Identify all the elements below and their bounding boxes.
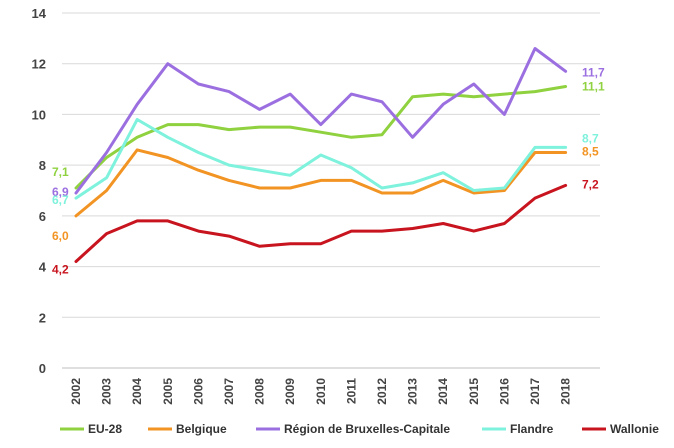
start-value-label: 7,1 (52, 165, 69, 179)
y-tick-label: 8 (39, 158, 46, 173)
series-lines (74, 47, 568, 263)
series-line-2 (74, 47, 568, 195)
x-tick-label: 2010 (314, 378, 328, 405)
x-tick-label: 2015 (467, 378, 481, 405)
legend-entry: Région de Bruxelles-Capitale (284, 422, 450, 436)
x-tick-label: 2016 (497, 378, 511, 405)
y-tick-label: 0 (39, 361, 46, 376)
grid-lines (62, 12, 600, 318)
x-tick-label: 2007 (222, 378, 236, 405)
start-value-label: 6,9 (52, 185, 69, 199)
x-tick-label: 2009 (283, 378, 297, 405)
series-line-4 (74, 183, 568, 263)
x-tick-label: 2008 (253, 378, 267, 405)
data-labels: 7,1 11,1 6,0 8,5 6,9 11,7 6,7 8,7 4,2 7,2 (52, 65, 605, 276)
x-tick-label: 2017 (528, 378, 542, 405)
y-axis-ticks: 0 2 4 6 8 10 12 14 (32, 6, 47, 376)
y-tick-label: 10 (32, 107, 46, 122)
end-value-label: 8,7 (582, 131, 599, 145)
x-tick-label: 2003 (100, 378, 114, 405)
legend-entry: Flandre (510, 422, 554, 436)
y-tick-label: 14 (32, 6, 47, 21)
series-line-1 (74, 148, 568, 218)
y-tick-label: 6 (39, 209, 46, 224)
y-tick-label: 4 (39, 260, 47, 275)
legend-entry: EU-28 (88, 422, 122, 436)
end-value-label: 7,2 (582, 177, 599, 191)
start-value-label: 6,7 (52, 193, 69, 207)
x-tick-label: 2012 (375, 378, 389, 405)
x-tick-label: 2005 (161, 378, 175, 405)
legend: EU-28 Belgique Région de Bruxelles-Capital… (60, 422, 659, 436)
end-value-label: 11,1 (582, 80, 605, 94)
x-tick-label: 2014 (436, 378, 450, 405)
legend-entry: Belgique (176, 422, 227, 436)
end-value-label: 8,5 (582, 144, 599, 158)
x-tick-label: 2018 (559, 378, 573, 405)
x-tick-label: 2004 (130, 378, 144, 405)
start-value-label: 6,0 (52, 229, 69, 243)
y-tick-label: 12 (32, 57, 46, 72)
x-tick-label: 2002 (69, 378, 83, 405)
series-line-3 (74, 118, 568, 200)
end-value-label: 11,7 (582, 65, 605, 79)
y-tick-label: 2 (39, 310, 46, 325)
x-tick-label: 2006 (191, 378, 205, 405)
start-value-label: 4,2 (52, 263, 69, 277)
x-tick-label: 2011 (344, 378, 358, 404)
x-axis-ticks: 2002 2003 2004 2005 2006 2007 2008 2009 2010 2011… (69, 378, 573, 405)
x-tick-label: 2013 (406, 378, 420, 405)
legend-entry: Wallonie (610, 422, 659, 436)
